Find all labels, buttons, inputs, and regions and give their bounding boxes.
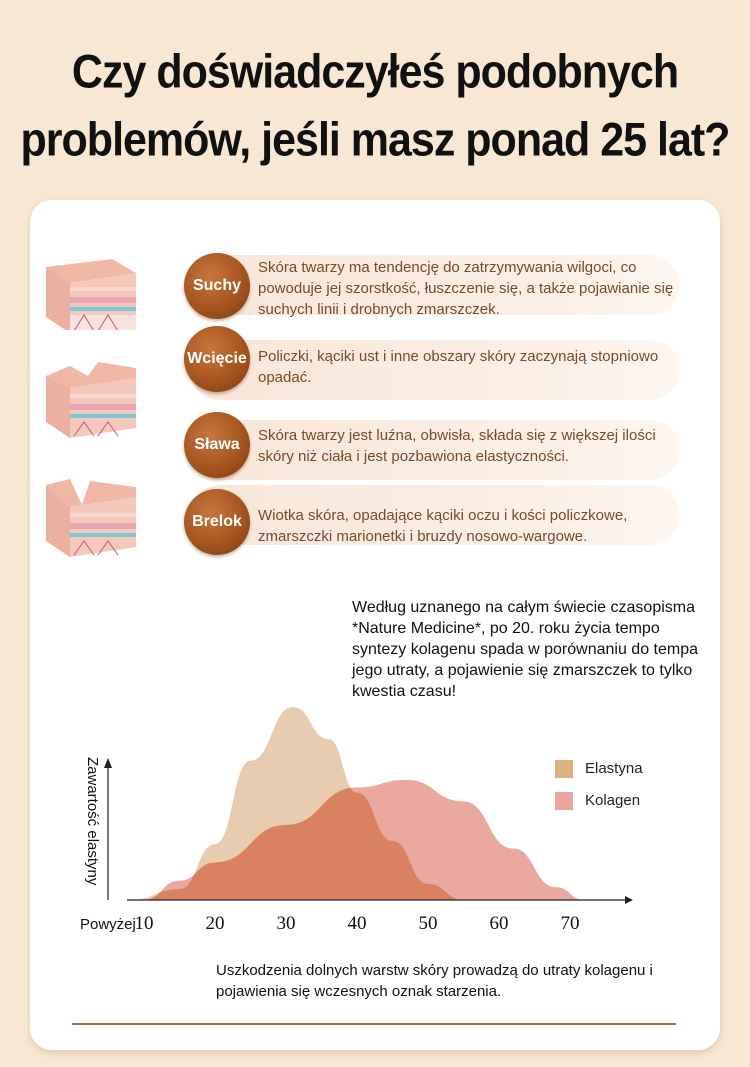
badge-label: Sława xyxy=(194,436,240,453)
legend-swatch xyxy=(555,792,573,811)
bottom-divider xyxy=(72,1023,676,1025)
headline: Czy doświadczyłeś podobnych problemów, j… xyxy=(0,38,750,174)
y-axis-arrow xyxy=(104,758,112,768)
x-tick-label: 50 xyxy=(419,913,438,934)
overlap-area xyxy=(144,779,464,900)
issue-description: Wiotka skóra, opadające kąciki oczu i ko… xyxy=(258,507,628,545)
headline-line-1: Czy doświadczyłeś podobnych xyxy=(71,45,679,99)
issue-description: Skóra twarzy ma tendencję do zatrzymywan… xyxy=(258,259,674,318)
x-tick-labels: 10 20 30 40 50 60 70 xyxy=(135,913,580,934)
footnote: Uszkodzenia dolnych warstw skóry prowadz… xyxy=(216,962,653,1000)
legend-label: Elastyna xyxy=(585,760,643,777)
issue-description: Skóra twarzy jest luźna, obwisła, składa… xyxy=(258,427,656,465)
badge-dent: Wcięcie xyxy=(184,326,250,392)
issue-pill xyxy=(190,420,680,480)
badge-label: Brelok xyxy=(192,513,242,530)
x-axis-arrow xyxy=(625,896,633,904)
badge-sagging: Sława xyxy=(184,412,250,478)
legend-item-elastin: Elastyna xyxy=(555,760,643,779)
x-tick-label: 40 xyxy=(348,913,367,934)
y-axis-label: Zawartość elastyny xyxy=(84,757,101,886)
x-axis-prefix: Powyżej xyxy=(80,916,136,933)
legend-item-collagen: Kolagen xyxy=(555,792,641,811)
badge-label: Suchy xyxy=(192,277,241,294)
x-tick-label: 60 xyxy=(490,913,509,934)
issue-row-dry: Suchy Skóra twarzy ma tendencję do zatrz… xyxy=(40,245,680,335)
chart-areas xyxy=(129,707,585,900)
issue-row-sagging: Sława Skóra twarzy jest luźna, obwisła, … xyxy=(40,410,680,500)
issue-description: Policzki, kąciki ust i inne obszary skór… xyxy=(258,348,659,386)
x-tick-label: 20 xyxy=(206,913,225,934)
issue-row-dent: Wcięcie Policzki, kąciki ust i inne obsz… xyxy=(40,326,680,438)
issue-pill xyxy=(190,255,680,315)
legend-label: Kolagen xyxy=(585,792,641,809)
issue-pill xyxy=(190,485,680,545)
x-tick-label: 30 xyxy=(277,913,296,934)
nature-medicine-quote: Według uznanego na całym świecie czasopi… xyxy=(352,599,698,700)
issue-pill xyxy=(190,340,680,400)
dry-skin-illustration xyxy=(46,259,136,330)
jowls-skin-illustration xyxy=(46,479,136,557)
issue-row-jowls: Brelok Wiotka skóra, opadające kąciki oc… xyxy=(40,475,680,565)
x-tick-label: 10 xyxy=(135,913,154,934)
badge-jowls: Brelok xyxy=(184,489,250,555)
card-tab xyxy=(490,200,720,230)
headline-line-2: problemów, jeśli masz ponad 25 lat? xyxy=(20,113,731,167)
dent-skin-illustration xyxy=(46,362,136,438)
collagen-elastin-chart: Zawartość elastyny Powyżej 10 20 30 40 50 60 7… xyxy=(80,707,633,934)
badge-label: Wcięcie xyxy=(187,350,247,367)
badge-dry: Suchy xyxy=(184,253,250,319)
x-tick-label: 70 xyxy=(561,913,580,934)
legend-swatch xyxy=(555,760,573,779)
